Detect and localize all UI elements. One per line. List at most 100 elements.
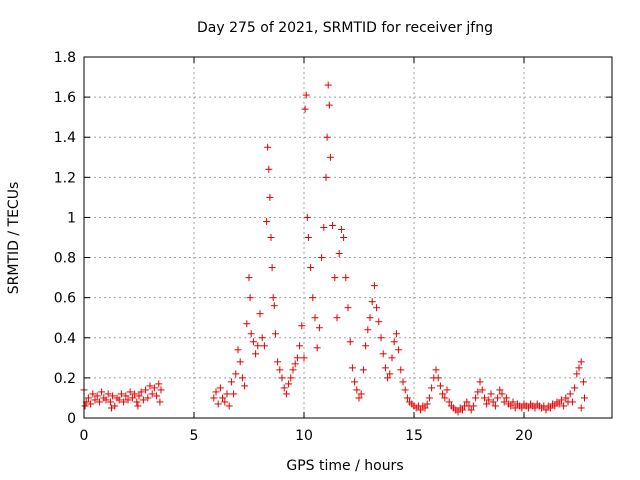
data-point [443, 386, 451, 394]
data-point [87, 400, 95, 408]
data-point [467, 406, 475, 414]
data-point [153, 392, 161, 400]
data-point [323, 133, 331, 141]
data-point [507, 402, 515, 410]
y-tick-label: 1 [67, 210, 76, 226]
data-point [104, 390, 112, 398]
data-point [276, 366, 284, 374]
data-point [322, 173, 330, 181]
data-point [249, 338, 257, 346]
data-point [568, 398, 576, 406]
data-point [270, 302, 278, 310]
data-point [267, 234, 275, 241]
data-point [102, 396, 110, 404]
data-point [300, 354, 308, 362]
data-point [362, 342, 370, 350]
data-point [395, 346, 403, 354]
data-point [384, 374, 392, 382]
data-point [340, 234, 348, 241]
data-point [212, 388, 220, 396]
data-point [463, 398, 471, 406]
data-point [148, 390, 156, 398]
data-point [560, 402, 568, 410]
data-point [298, 322, 306, 330]
data-point [278, 374, 286, 382]
data-point [309, 294, 317, 302]
data-point [219, 394, 227, 402]
data-point [325, 101, 333, 109]
data-point [117, 390, 125, 398]
data-point [144, 394, 152, 402]
data-point [258, 334, 266, 342]
data-point [108, 404, 115, 412]
data-point [122, 392, 130, 400]
data-point [518, 404, 526, 412]
data-point [483, 400, 491, 408]
x-axis-label: GPS time / hours [286, 458, 403, 474]
data-point [355, 394, 363, 402]
data-point [225, 402, 233, 410]
data-point [133, 398, 141, 406]
data-point [359, 366, 367, 374]
y-tick-label: 0.8 [54, 251, 76, 267]
data-point [307, 264, 315, 272]
data-point [150, 384, 158, 392]
y-axis-label: SRMTID / TECUs [6, 182, 22, 295]
axis-ticks [83, 56, 612, 419]
data-point [256, 310, 264, 318]
data-point [436, 382, 444, 390]
data-point [502, 394, 510, 402]
data-point [289, 366, 297, 374]
data-point [137, 388, 145, 396]
data-point [494, 394, 502, 402]
data-point [216, 384, 224, 392]
data-point [318, 254, 326, 262]
data-point [155, 380, 163, 388]
data-point [579, 378, 587, 386]
data-point [439, 390, 447, 398]
data-point [329, 221, 337, 229]
data-point [234, 346, 242, 354]
data-point [434, 374, 442, 382]
data-point [232, 370, 240, 378]
data-point [95, 398, 103, 406]
data-point [134, 402, 142, 410]
data-point [390, 338, 398, 346]
data-point [320, 223, 328, 231]
data-point [368, 298, 376, 306]
data-point [264, 143, 272, 151]
data-point [342, 274, 350, 282]
data-point [291, 360, 299, 368]
data-point [386, 370, 394, 378]
data-point [489, 398, 497, 406]
data-point [441, 394, 449, 402]
data-point [388, 354, 396, 362]
data-point [401, 386, 409, 394]
plot-frame [83, 56, 613, 419]
data-point [98, 388, 106, 396]
data-point [268, 264, 276, 272]
data-point [128, 394, 136, 402]
data-point [326, 153, 334, 161]
data-point [381, 364, 389, 372]
data-point [351, 378, 359, 386]
data-point [557, 396, 565, 404]
data-point [392, 330, 400, 338]
data-point [313, 344, 321, 352]
data-point [287, 374, 295, 382]
data-point [81, 402, 89, 410]
data-point [303, 213, 311, 221]
data-point [156, 398, 164, 406]
data-point [366, 314, 374, 322]
data-point [210, 394, 218, 402]
data-point [399, 378, 407, 386]
x-tick-label: 15 [405, 428, 423, 444]
data-point [469, 402, 477, 410]
data-point [542, 406, 550, 414]
data-point [223, 390, 231, 398]
data-point [301, 105, 309, 113]
data-point [357, 390, 365, 398]
data-point [331, 274, 339, 282]
data-point [575, 364, 583, 372]
